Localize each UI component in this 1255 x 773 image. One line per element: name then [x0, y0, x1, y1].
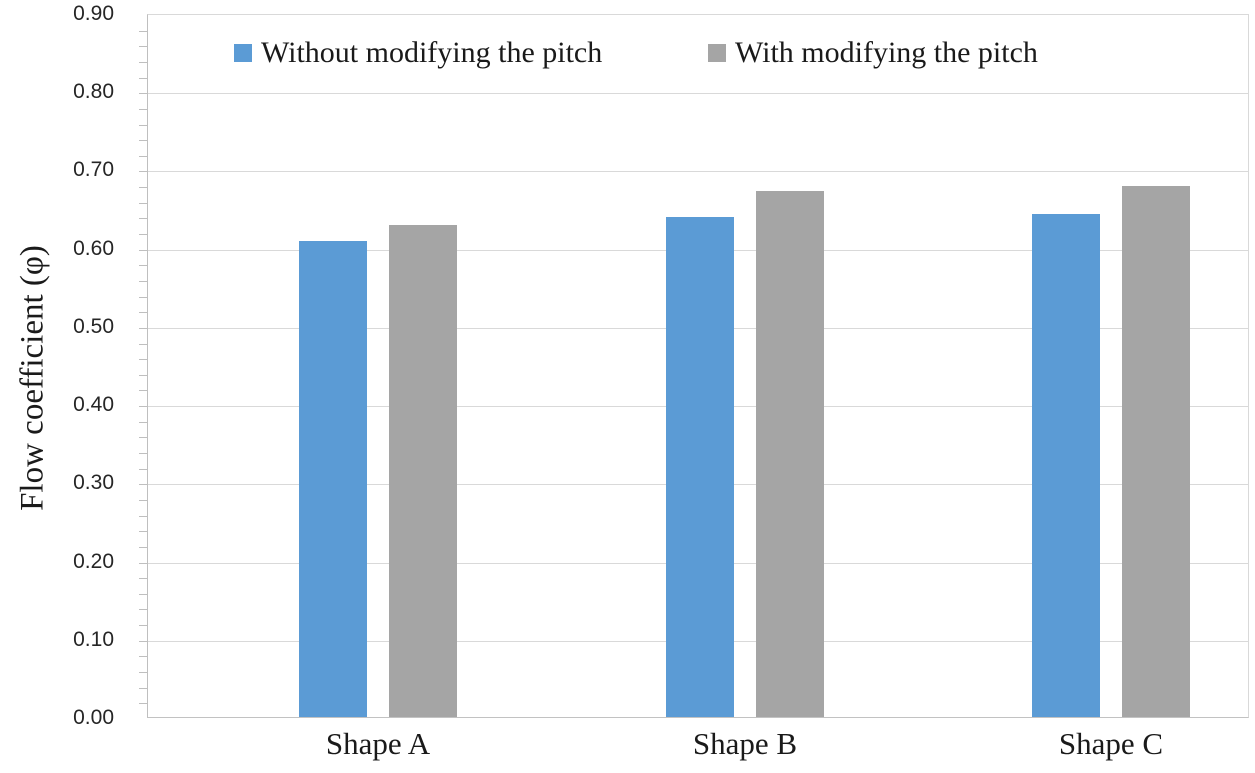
y-minor-tick	[139, 108, 147, 110]
y-minor-tick	[139, 656, 147, 658]
y-minor-tick	[139, 155, 147, 157]
y-minor-tick	[139, 171, 147, 173]
x-category-label: Shape C	[1058, 726, 1164, 761]
bar-shape-c-s0	[1032, 214, 1100, 717]
y-minor-tick	[139, 30, 147, 32]
y-minor-tick	[139, 499, 147, 501]
y-minor-tick	[139, 468, 147, 470]
y-minor-tick	[139, 296, 147, 298]
plot-area	[139, 14, 1249, 718]
y-minor-tick	[139, 609, 147, 611]
legend-label: With modifying the pitch	[735, 36, 1038, 69]
y-tick-label: 0.70	[73, 158, 114, 182]
y-minor-tick	[139, 265, 147, 267]
y-tick-label: 0.60	[73, 236, 114, 260]
y-minor-tick	[139, 531, 147, 533]
y-tick-label: 0.20	[73, 549, 114, 573]
y-minor-tick	[139, 124, 147, 126]
y-minor-tick	[139, 374, 147, 376]
y-minor-tick	[139, 140, 147, 142]
y-minor-tick	[139, 187, 147, 189]
y-minor-tick	[139, 453, 147, 455]
y-minor-tick	[139, 61, 147, 63]
y-minor-tick	[139, 359, 147, 361]
y-minor-tick	[139, 703, 147, 705]
y-minor-tick	[139, 343, 147, 345]
legend-item: With modifying the pitch	[708, 36, 1038, 69]
y-minor-tick	[139, 327, 147, 329]
y-minor-tick	[139, 562, 147, 564]
bar-shape-a-s1	[389, 225, 457, 717]
y-minor-tick	[139, 625, 147, 627]
y-minor-tick	[139, 593, 147, 595]
y-minor-tick	[139, 390, 147, 392]
y-tick-label: 0.50	[73, 314, 114, 338]
bar-shape-a-s0	[299, 241, 367, 717]
bar-shape-b-s1	[756, 191, 824, 717]
legend-swatch	[708, 44, 726, 62]
y-tick-label: 0.90	[73, 2, 114, 25]
y-minor-tick	[139, 687, 147, 689]
legend-item: Without modifying the pitch	[234, 36, 603, 69]
y-minor-tick	[139, 218, 147, 220]
legend-label: Without modifying the pitch	[261, 36, 603, 69]
y-minor-tick	[139, 202, 147, 204]
y-minor-tick	[139, 234, 147, 236]
y-minor-tick	[139, 249, 147, 251]
x-category-label: Shape A	[325, 726, 431, 761]
y-minor-tick	[139, 406, 147, 408]
y-minor-tick	[139, 515, 147, 517]
y-tick-label: 0.30	[73, 471, 114, 495]
y-tick-label: 0.00	[73, 706, 114, 729]
y-tick-label: 0.10	[73, 627, 114, 651]
y-minor-tick	[139, 280, 147, 282]
x-category-label: Shape B	[692, 726, 798, 761]
y-minor-tick	[139, 46, 147, 48]
gridline	[148, 93, 1248, 95]
y-minor-tick	[139, 312, 147, 314]
bar-shape-c-s1	[1122, 185, 1190, 717]
y-minor-tick	[139, 77, 147, 79]
y-minor-tick	[139, 484, 147, 486]
y-minor-tick	[139, 640, 147, 642]
y-minor-tick	[139, 93, 147, 95]
gridline	[148, 171, 1248, 173]
y-minor-tick	[139, 578, 147, 580]
y-tick-label: 0.40	[73, 393, 114, 417]
y-minor-tick	[139, 546, 147, 548]
y-tick-label: 0.80	[73, 80, 114, 104]
legend-swatch	[234, 44, 252, 62]
y-minor-tick	[139, 437, 147, 439]
bar-shape-b-s0	[666, 217, 734, 717]
y-minor-tick	[139, 421, 147, 423]
y-minor-tick	[139, 672, 147, 674]
